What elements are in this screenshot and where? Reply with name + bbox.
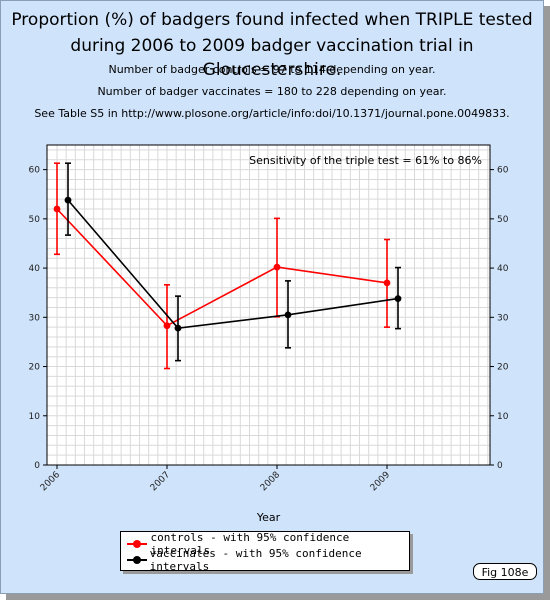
chart-title-line2: during 2006 to 2009 badger vaccination t…: [70, 36, 474, 80]
y-tick-label-right: 30: [497, 313, 509, 323]
chart-title-line1: Proportion (%) of badgers found infected…: [11, 10, 533, 30]
y-tick-label-left: 0: [34, 461, 40, 471]
x-tick-label: 2008: [259, 470, 282, 493]
series-line-controls: [56, 208, 388, 327]
y-tick-label-right: 60: [497, 166, 509, 176]
data-point-controls: [273, 263, 281, 271]
y-tick-label-left: 30: [29, 313, 41, 323]
y-tick-label-right: 40: [497, 264, 509, 274]
legend-swatch-vaccinates: [127, 555, 147, 565]
note-reference: See Table S5 in http://www.plosone.org/a…: [34, 107, 510, 120]
series-line-vaccinates: [67, 199, 399, 329]
data-point-controls: [163, 322, 171, 330]
x-tick-label: 2006: [39, 470, 62, 493]
y-tick-label-right: 0: [497, 461, 503, 471]
figure-tag: Fig 108e: [473, 563, 537, 580]
y-tick-label-right: 20: [497, 363, 509, 373]
legend-label-controls: controls - with 95% confidence intervals: [150, 531, 350, 557]
y-tick-label-left: 10: [29, 412, 41, 422]
grid: [47, 145, 490, 465]
legend-swatch-controls: [127, 539, 147, 549]
x-tick-label: 2007: [149, 470, 172, 493]
data-point-vaccinates: [64, 196, 72, 204]
sensitivity-annotation: Sensitivity of the triple test = 61% to …: [249, 154, 482, 167]
data-point-controls: [383, 279, 391, 287]
legend-label-vaccinates: vaccinates - with 95% confidence interva…: [149, 547, 362, 573]
panel-shadow-right: [544, 6, 550, 598]
y-tick-label-right: 10: [497, 412, 509, 422]
y-tick-label-left: 60: [29, 166, 41, 176]
y-tick-label-left: 20: [29, 363, 41, 373]
y-tick-label-left: 40: [29, 264, 41, 274]
note-vaccinates: Number of badger vaccinates = 180 to 228…: [97, 85, 447, 98]
legend: controls - with 95% confidence intervals…: [120, 531, 410, 573]
x-axis-label: Year: [256, 511, 281, 524]
data-point-vaccinates: [284, 311, 292, 319]
data-point-vaccinates: [394, 295, 402, 302]
data-point-controls: [53, 205, 61, 213]
y-tick-label-left: 50: [29, 215, 41, 225]
x-tick-label: 2009: [369, 470, 392, 493]
note-controls: Number of badger controls = 97 to 114 de…: [108, 63, 436, 76]
legend-item-controls: controls - with 95% confidence intervals: [127, 531, 409, 557]
data-point-vaccinates: [174, 324, 182, 332]
legend-item-vaccinates: vaccinates - with 95% confidence interva…: [127, 547, 409, 573]
panel-shadow-bottom: [6, 594, 550, 600]
y-tick-label-right: 50: [497, 215, 509, 225]
series: [53, 162, 402, 370]
plot-frame: [46, 144, 491, 466]
